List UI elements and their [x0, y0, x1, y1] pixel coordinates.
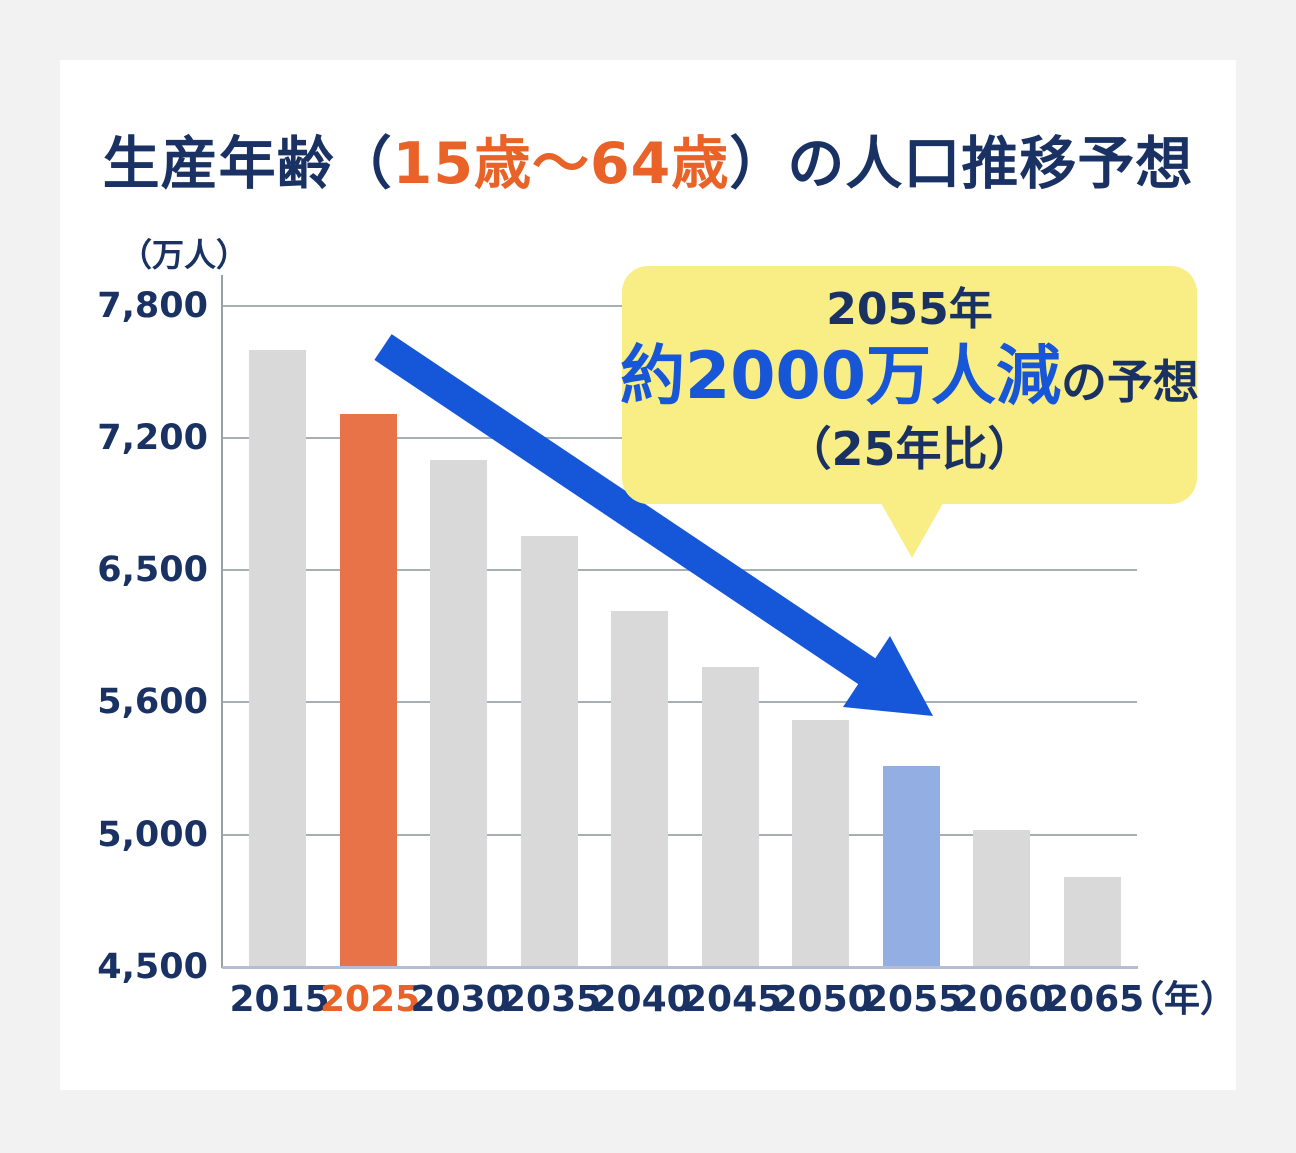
- bar-2025: [339, 413, 397, 967]
- gridline-5000: [222, 833, 1137, 836]
- callout-year: 2055年: [826, 284, 993, 335]
- title-highlight: 15歳〜64歳: [392, 131, 730, 197]
- x-axis-unit-label: （年）: [1128, 979, 1237, 1020]
- y-tick-7200: 7,200: [97, 417, 208, 458]
- x-tick-2030: 2030: [410, 979, 511, 1020]
- callout-rest: の予想: [1060, 355, 1199, 409]
- bar-2065: [1063, 877, 1121, 967]
- bar-2035: [520, 536, 578, 967]
- y-tick-7800: 7,800: [97, 285, 208, 326]
- y-tick-5600: 5,600: [97, 682, 208, 723]
- x-tick-2065: 2065: [1044, 979, 1145, 1020]
- x-tick-2015: 2015: [229, 979, 330, 1020]
- bar-2060: [973, 830, 1030, 967]
- y-tick-4500: 4,500: [97, 947, 208, 987]
- x-tick-2025: 2025: [320, 979, 421, 1020]
- x-tick-2055: 2055: [863, 979, 964, 1020]
- callout-main-line: 約2000万人減 の予想: [620, 338, 1199, 421]
- gridline-5600: [222, 701, 1137, 704]
- x-tick-2060: 2060: [953, 979, 1054, 1020]
- bar-2015: [249, 349, 306, 967]
- x-tick-2050: 2050: [772, 979, 873, 1020]
- callout-bubble: 2055年 約2000万人減 の予想 （25年比）: [620, 266, 1199, 504]
- y-tick-6500: 6,500: [97, 550, 208, 591]
- page-title: 生産年齢（15歳〜64歳）の人口推移予想: [60, 118, 1236, 200]
- x-tick-2040: 2040: [591, 979, 692, 1020]
- callout-emphasis: 約2000万人減: [620, 339, 1061, 414]
- title-prefix: 生産年齢（: [102, 131, 393, 197]
- bar-2030: [430, 460, 487, 967]
- bar-2045: [701, 667, 759, 967]
- callout-bubble-tail: [878, 498, 946, 558]
- x-tick-2035: 2035: [501, 979, 602, 1020]
- bar-2055: [882, 766, 940, 967]
- callout-comparison: （25年比）: [785, 422, 1034, 476]
- y-tick-5000: 5,000: [97, 814, 208, 855]
- bar-2040: [611, 611, 668, 967]
- title-suffix: ）の人口推移予想: [729, 131, 1194, 197]
- bar-2050: [792, 720, 849, 967]
- y-axis-line: [221, 275, 223, 968]
- y-axis-unit-label: （万人）: [120, 236, 249, 274]
- x-tick-2045: 2045: [682, 979, 783, 1020]
- x-axis-baseline: [222, 966, 1138, 969]
